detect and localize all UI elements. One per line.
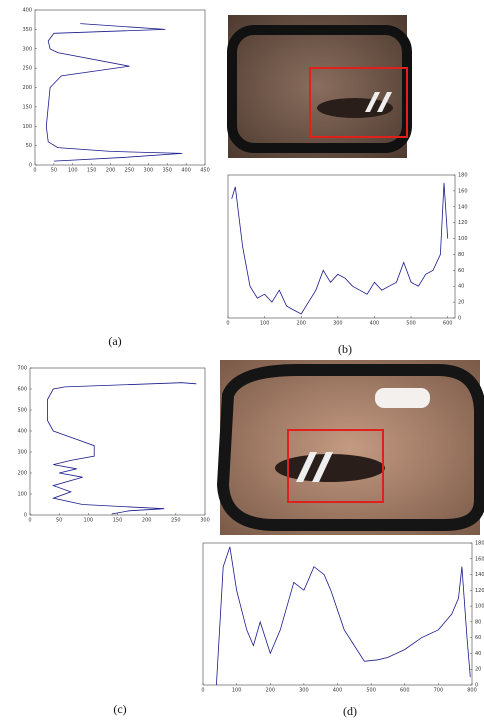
x-tick-label: 100 xyxy=(84,518,94,524)
x-tick-label: 450 xyxy=(200,168,210,174)
profile-line xyxy=(48,383,197,514)
y-tick-label: 100 xyxy=(17,492,27,498)
y-tick-label: 160 xyxy=(458,188,468,194)
x-tick-label: 300 xyxy=(333,321,343,327)
profile-line xyxy=(216,547,470,685)
x-tick-label: 700 xyxy=(434,688,444,694)
y-tick-label: 250 xyxy=(22,66,32,72)
y-tick-label: 80 xyxy=(458,252,464,258)
panel-caption: (d) xyxy=(343,704,357,718)
x-tick-label: 400 xyxy=(181,168,191,174)
y-tick-label: 300 xyxy=(17,450,27,456)
x-tick-label: 200 xyxy=(106,168,116,174)
x-tick-label: 100 xyxy=(68,168,78,174)
y-tick-label: 200 xyxy=(22,85,32,91)
y-tick-label: 600 xyxy=(17,387,27,393)
x-tick-label: 200 xyxy=(142,518,152,524)
y-tick-label: 180 xyxy=(475,541,484,547)
x-tick-label: 150 xyxy=(113,518,123,524)
profile-line xyxy=(232,183,448,314)
y-tick-label: 140 xyxy=(458,204,468,210)
plot-frame xyxy=(228,175,455,318)
x-tick-label: 100 xyxy=(232,688,242,694)
photo-d xyxy=(220,360,480,535)
y-tick-label: 100 xyxy=(475,604,484,610)
y-tick-label: 20 xyxy=(458,300,464,306)
y-tick-label: 100 xyxy=(22,124,32,130)
y-tick-label: 350 xyxy=(22,27,32,33)
y-tick-label: 0 xyxy=(458,316,461,322)
y-tick-label: 200 xyxy=(17,471,27,477)
plot-frame xyxy=(203,543,472,685)
x-tick-label: 100 xyxy=(260,321,270,327)
x-tick-label: 200 xyxy=(265,688,275,694)
panel-caption: (c) xyxy=(113,702,126,716)
x-tick-label: 600 xyxy=(400,688,410,694)
x-tick-label: 350 xyxy=(162,168,172,174)
x-tick-label: 500 xyxy=(366,688,376,694)
y-tick-label: 300 xyxy=(22,46,32,52)
x-tick-label: 150 xyxy=(87,168,97,174)
x-tick-label: 0 xyxy=(226,321,229,327)
y-tick-label: 0 xyxy=(29,163,32,169)
x-tick-label: 0 xyxy=(201,688,204,694)
x-tick-label: 200 xyxy=(296,321,306,327)
y-tick-label: 80 xyxy=(475,619,481,625)
y-tick-label: 180 xyxy=(458,173,468,179)
x-tick-label: 300 xyxy=(200,518,210,524)
photo-b xyxy=(228,15,407,158)
x-tick-label: 400 xyxy=(333,688,343,694)
plot-frame xyxy=(30,368,205,515)
y-tick-label: 0 xyxy=(24,513,27,519)
y-tick-label: 400 xyxy=(17,429,27,435)
x-tick-label: 400 xyxy=(370,321,380,327)
y-tick-label: 20 xyxy=(475,667,481,673)
x-tick-label: 50 xyxy=(51,168,57,174)
x-tick-label: 0 xyxy=(33,168,36,174)
panel-caption: (a) xyxy=(108,334,121,348)
y-tick-label: 400 xyxy=(22,8,32,14)
y-tick-label: 60 xyxy=(458,268,464,274)
x-tick-label: 50 xyxy=(56,518,62,524)
x-tick-label: 500 xyxy=(406,321,416,327)
y-tick-label: 40 xyxy=(475,651,481,657)
y-tick-label: 160 xyxy=(475,556,484,562)
x-tick-label: 300 xyxy=(299,688,309,694)
panel-caption: (b) xyxy=(338,342,352,356)
y-tick-label: 50 xyxy=(26,143,32,149)
x-tick-label: 300 xyxy=(144,168,154,174)
figure: 0501001502002503003504004500501001502002… xyxy=(0,0,484,721)
x-tick-label: 250 xyxy=(171,518,181,524)
y-tick-label: 0 xyxy=(475,683,478,689)
y-tick-label: 150 xyxy=(22,104,32,110)
y-tick-label: 700 xyxy=(17,366,27,372)
x-tick-label: 250 xyxy=(125,168,135,174)
x-tick-label: 600 xyxy=(443,321,453,327)
y-tick-label: 60 xyxy=(475,635,481,641)
y-tick-label: 120 xyxy=(458,220,468,226)
y-tick-label: 120 xyxy=(475,588,484,594)
y-tick-label: 500 xyxy=(17,408,27,414)
y-tick-label: 40 xyxy=(458,284,464,290)
y-tick-label: 140 xyxy=(475,572,484,578)
y-tick-label: 100 xyxy=(458,236,468,242)
x-tick-label: 0 xyxy=(28,518,31,524)
profile-line xyxy=(46,24,182,162)
